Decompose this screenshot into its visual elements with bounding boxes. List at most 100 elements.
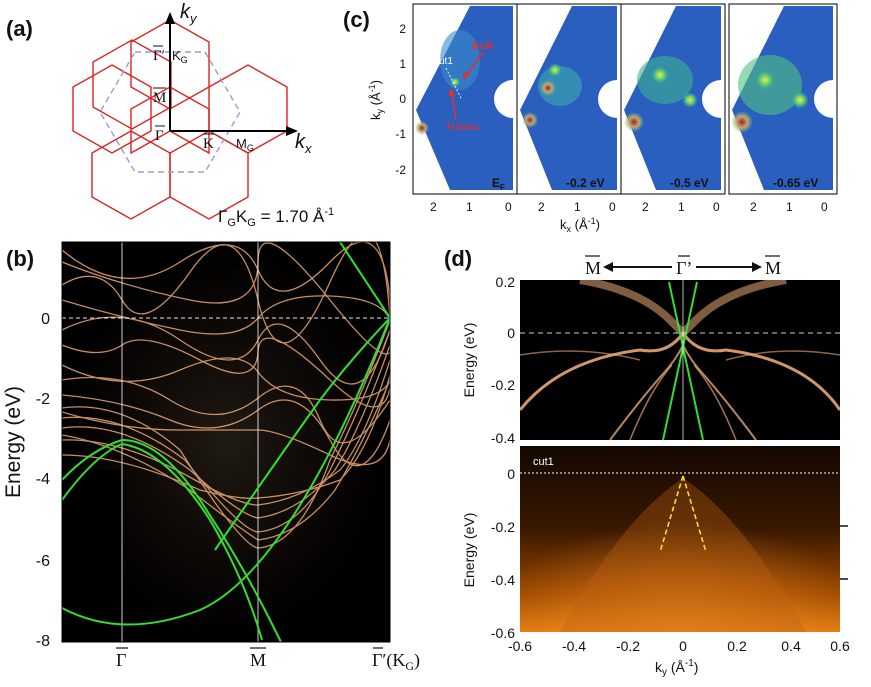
- fs-map-0-5: -0.5 eV: [620, 3, 726, 195]
- xtick-gamma-prime: Γ′(KG): [372, 650, 420, 673]
- gamma-prime-label: Γ′: [153, 48, 165, 64]
- panel-b-label: (b): [6, 246, 34, 271]
- panel-b-yaxis: 0 -2 -4 -6 -8 Energy (eV): [2, 311, 50, 650]
- panel-d-top-ylabel: Energy (eV): [461, 323, 477, 398]
- fs-map-0-2: -0.2 eV: [516, 3, 622, 195]
- panel-d: (d) M Γ’ M: [444, 246, 850, 678]
- panel-d-bottom-yaxis: 0 -0.2 -0.4 -0.6 Energy (eV): [461, 466, 515, 641]
- direction-indicator: M Γ’ M: [585, 255, 781, 278]
- ytick: 0.2: [496, 274, 516, 290]
- dirac-guide-right: [682, 475, 707, 553]
- panel-d-top-yaxis: 0.2 0 -0.2 -0.4 Energy (eV): [461, 274, 515, 446]
- ytick: 0: [41, 311, 50, 328]
- panel-c: (c) cut1 Bulk TI Dirac EF: [343, 3, 838, 234]
- bulk-bz-dashed: [99, 51, 241, 173]
- xtick: 0.4: [781, 638, 801, 654]
- xtick: 0.6: [830, 638, 850, 654]
- panel-c-label: (c): [343, 7, 370, 32]
- xtick: 0.2: [727, 638, 747, 654]
- xtick: 1: [678, 200, 685, 214]
- panel-c-xlabel: kx (Å-1): [560, 216, 600, 234]
- panel-d-xaxis: -0.6 -0.4 -0.2 0 0.2 0.4 0.6 ky (Å-1): [508, 638, 850, 678]
- mg-label: MG: [236, 136, 254, 153]
- xtick: 0: [505, 200, 512, 214]
- arrow-left-icon: [603, 262, 613, 272]
- kx-label: kx: [295, 131, 312, 156]
- panel-c-ylabel: ky (Å-1): [367, 80, 385, 120]
- ytick: -2: [395, 163, 406, 177]
- m-bar-label: M: [153, 90, 166, 106]
- ytick: -8: [36, 633, 50, 650]
- bulk-annotation: Bulk: [472, 41, 494, 52]
- ky-label: ky: [180, 1, 198, 26]
- arrow-icon: [448, 88, 455, 96]
- ytick: 1: [399, 57, 406, 71]
- m-left-label: M: [585, 258, 601, 278]
- hex-bottom-left: [91, 130, 171, 220]
- ytick: 0: [507, 466, 515, 482]
- gk-formula: ΓGKG = 1.70 Å-1: [218, 206, 334, 229]
- gamma-prime-label: Γ’: [676, 258, 692, 278]
- map-energy-label: -0.5 eV: [670, 176, 709, 190]
- panel-b-xaxis: Γ M Γ′(KG): [116, 647, 420, 673]
- fs-map-0-65: -0.65 eV: [728, 3, 838, 195]
- dirac-guide-left: [659, 475, 684, 553]
- ytick: -2: [36, 391, 50, 408]
- ytick: -0.4: [491, 430, 515, 446]
- panel-c-yaxis: 2 1 0 -1 -2 ky (Å-1): [367, 22, 406, 177]
- panel-a: (a) ky kx Γ′ KG M Γ K MG ΓGKG = 1.70 Å-1: [6, 1, 334, 229]
- hex-left: [72, 64, 152, 154]
- xtick: 2: [642, 200, 649, 214]
- ytick: -0.2: [491, 519, 515, 535]
- fs-map-ef: cut1 Bulk TI Dirac EF: [412, 3, 518, 195]
- ytick: -0.6: [491, 625, 515, 641]
- ytick: -0.2: [491, 377, 515, 393]
- panel-d-label: (d): [444, 246, 472, 271]
- ky-arrow-icon: [165, 12, 175, 24]
- panel-b-ylabel: Energy (eV): [2, 386, 25, 498]
- xtick: 0: [821, 200, 828, 214]
- dirac-annotation: TI Dirac: [446, 122, 479, 132]
- arpes-intensity: [520, 446, 840, 632]
- map-energy-label: -0.65 eV: [773, 176, 818, 190]
- xtick: 1: [466, 200, 473, 214]
- cut-label: cut1: [533, 456, 554, 468]
- dft-bands: [62, 242, 390, 642]
- dirac-cone-dft: [662, 281, 704, 440]
- panel-d-bottom-ylabel: Energy (eV): [461, 513, 477, 588]
- xtick: 0: [713, 200, 720, 214]
- xtick: 1: [786, 200, 793, 214]
- ytick: -0.4: [491, 572, 515, 588]
- xtick: -0.4: [562, 638, 586, 654]
- cut-annotation: cut1: [434, 56, 453, 67]
- gamma-bar-label: Γ: [155, 128, 164, 144]
- xtick-m: M: [250, 650, 266, 670]
- kx-arrow-icon: [286, 126, 298, 136]
- xtick: 0: [679, 638, 687, 654]
- ytick: -6: [36, 553, 50, 570]
- ytick: -1: [395, 127, 406, 141]
- xtick: -0.2: [616, 638, 640, 654]
- panel-c-xaxis: 2 1 0 2 1 0 2 1 0 2 1 0 kx (Å-1): [430, 200, 828, 234]
- xtick-gamma: Γ: [116, 650, 126, 670]
- panel-d-xlabel: ky (Å-1): [655, 658, 698, 678]
- fermi-surface-maps: cut1 Bulk TI Dirac EF -0.2 eV: [412, 3, 838, 195]
- m-right-label: M: [765, 258, 781, 278]
- xtick: 1: [574, 200, 581, 214]
- xtick: 0: [609, 200, 616, 214]
- xtick: 2: [750, 200, 757, 214]
- arrow-right-icon: [752, 262, 762, 272]
- xtick: 2: [430, 200, 437, 214]
- arrow-icon: [463, 72, 470, 80]
- ytick: 2: [399, 22, 406, 36]
- panel-b: (b): [2, 241, 420, 673]
- map-energy-label: EF: [492, 176, 505, 192]
- ytick: 0: [399, 92, 406, 106]
- ytick: -4: [36, 471, 50, 488]
- xtick: -0.6: [508, 638, 532, 654]
- xtick: 2: [538, 200, 545, 214]
- panel-a-label: (a): [6, 16, 33, 41]
- ytick: 0: [507, 325, 515, 341]
- map-energy-label: -0.2 eV: [566, 176, 605, 190]
